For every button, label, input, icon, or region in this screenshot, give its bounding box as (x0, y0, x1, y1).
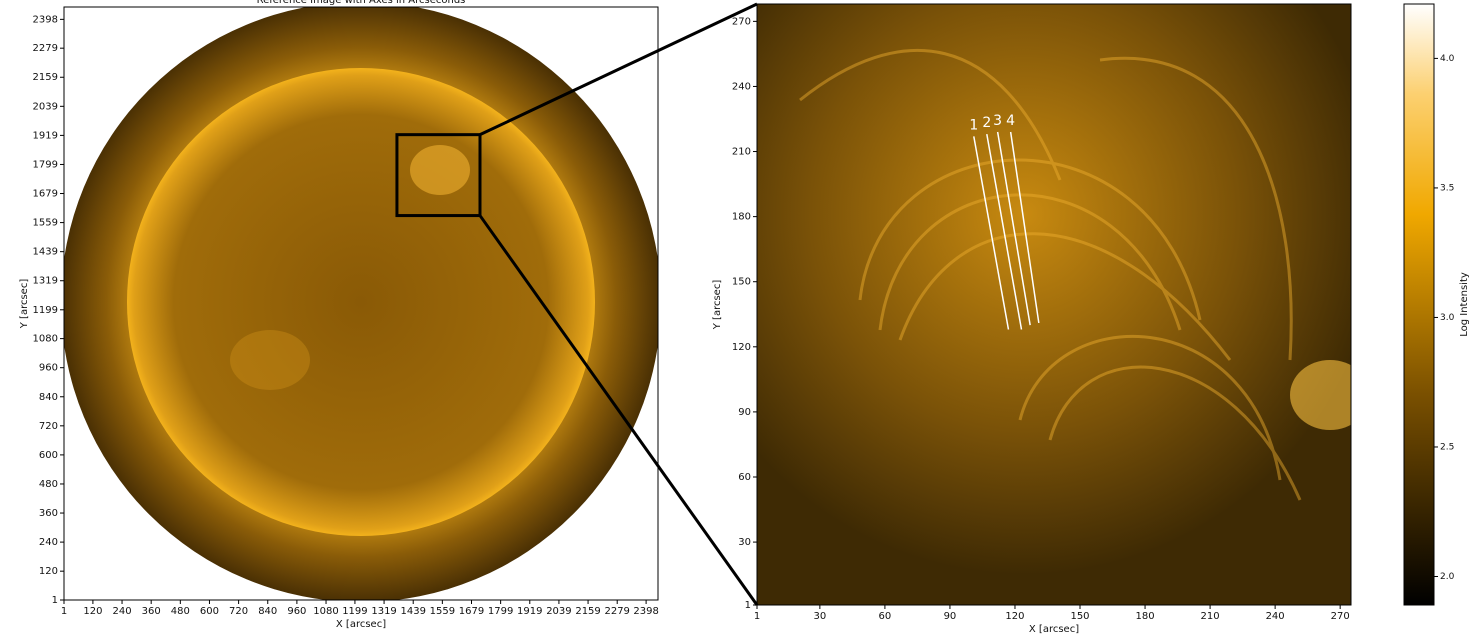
y-tick-label: 2159 (33, 72, 58, 83)
colorbar-tick-label: 2.0 (1440, 572, 1455, 582)
x-tick-label: 1799 (488, 606, 513, 617)
x-tick-label: 210 (1201, 611, 1220, 622)
x-tick-label: 120 (83, 606, 102, 617)
x-tick-label: 1679 (459, 606, 484, 617)
y-tick-label: 270 (732, 16, 751, 27)
x-tick-label: 1080 (313, 606, 338, 617)
y-tick-label: 2039 (33, 101, 58, 112)
y-tick-label: 1439 (33, 247, 58, 258)
sun-image (64, 7, 658, 600)
y-tick-label: 1919 (33, 130, 58, 141)
y-tick-label: 120 (732, 342, 751, 353)
x-tick-label: 240 (112, 606, 131, 617)
y-tick-label: 240 (39, 537, 58, 548)
y-tick-label: 1679 (33, 189, 58, 200)
slit-label: 4 (1006, 113, 1015, 129)
y-tick-label: 360 (39, 508, 58, 519)
x-tick-label: 1559 (430, 606, 455, 617)
x-tick-label: 60 (879, 611, 892, 622)
x-tick-label: 2039 (546, 606, 571, 617)
y-tick-label: 2279 (33, 43, 58, 54)
zoom-connector (479, 2, 758, 137)
y-axis-label: Y [arcsec] (19, 279, 30, 330)
y-tick-label: 1 (52, 595, 58, 606)
x-tick-label: 1319 (371, 606, 396, 617)
x-tick-label: 720 (229, 606, 248, 617)
zoom-box (395, 133, 482, 218)
y-tick-label: 480 (39, 479, 58, 490)
x-tick-label: 2159 (575, 606, 600, 617)
x-tick-label: 30 (814, 611, 827, 622)
slit (1009, 131, 1040, 324)
x-tick-label: 90 (944, 611, 957, 622)
y-tick-label: 210 (732, 147, 751, 158)
colorbar-tick-label: 3.0 (1440, 313, 1455, 323)
colorbar-label: Log Intensity (1459, 272, 1470, 337)
y-tick-label: 90 (738, 407, 751, 418)
y-tick-label: 120 (39, 566, 58, 577)
y-tick-label: 1559 (33, 218, 58, 229)
y-tick-label: 720 (39, 421, 58, 432)
x-tick-label: 840 (258, 606, 277, 617)
zoom-image (757, 4, 1351, 605)
y-tick-label: 2398 (33, 14, 58, 25)
y-tick-label: 1080 (33, 334, 58, 345)
y-tick-label: 1 (745, 600, 751, 611)
x-tick-label: 150 (1070, 611, 1089, 622)
axes-frame (756, 3, 1352, 606)
y-tick-label: 1319 (33, 276, 58, 287)
x-tick-label: 1199 (342, 606, 367, 617)
x-tick-label: 120 (1005, 611, 1024, 622)
slit (996, 131, 1031, 326)
y-tick-label: 240 (732, 81, 751, 92)
y-tick-label: 600 (39, 450, 58, 461)
x-axis-label: X [arcsec] (1029, 624, 1079, 634)
x-tick-label: 1 (754, 611, 760, 622)
axes-frame (63, 6, 659, 601)
x-axis-label: X [arcsec] (336, 619, 386, 630)
zoom-connector (478, 214, 759, 606)
x-tick-label: 1919 (517, 606, 542, 617)
y-tick-label: 840 (39, 392, 58, 403)
x-tick-label: 240 (1266, 611, 1285, 622)
colorbar-tick-label: 2.5 (1440, 442, 1454, 452)
x-tick-label: 2279 (604, 606, 629, 617)
y-tick-label: 1799 (33, 159, 58, 170)
y-axis-label: Y [arcsec] (712, 280, 723, 331)
slit-label: 3 (993, 113, 1002, 129)
x-tick-label: 180 (1136, 611, 1155, 622)
x-tick-label: 600 (200, 606, 219, 617)
slit-label: 2 (982, 115, 991, 131)
x-tick-label: 1 (61, 606, 67, 617)
y-tick-label: 180 (732, 212, 751, 223)
y-tick-label: 60 (738, 472, 751, 483)
y-tick-label: 960 (39, 363, 58, 374)
y-tick-label: 1199 (33, 305, 58, 316)
colorbar-tick-label: 3.5 (1440, 183, 1454, 193)
x-tick-label: 2398 (633, 606, 658, 617)
x-tick-label: 360 (142, 606, 161, 617)
x-tick-label: 1439 (400, 606, 425, 617)
colorbar (1403, 3, 1435, 606)
x-tick-label: 480 (171, 606, 190, 617)
y-tick-label: 30 (738, 537, 751, 548)
slit (986, 134, 1023, 330)
chart-title: Reference Image with Axes in Arcseconds (257, 0, 466, 6)
x-tick-label: 960 (287, 606, 306, 617)
y-tick-label: 150 (732, 277, 751, 288)
x-tick-label: 270 (1331, 611, 1350, 622)
slit-label: 1 (969, 117, 978, 133)
slit (973, 136, 1010, 330)
colorbar-tick-label: 4.0 (1440, 54, 1455, 64)
